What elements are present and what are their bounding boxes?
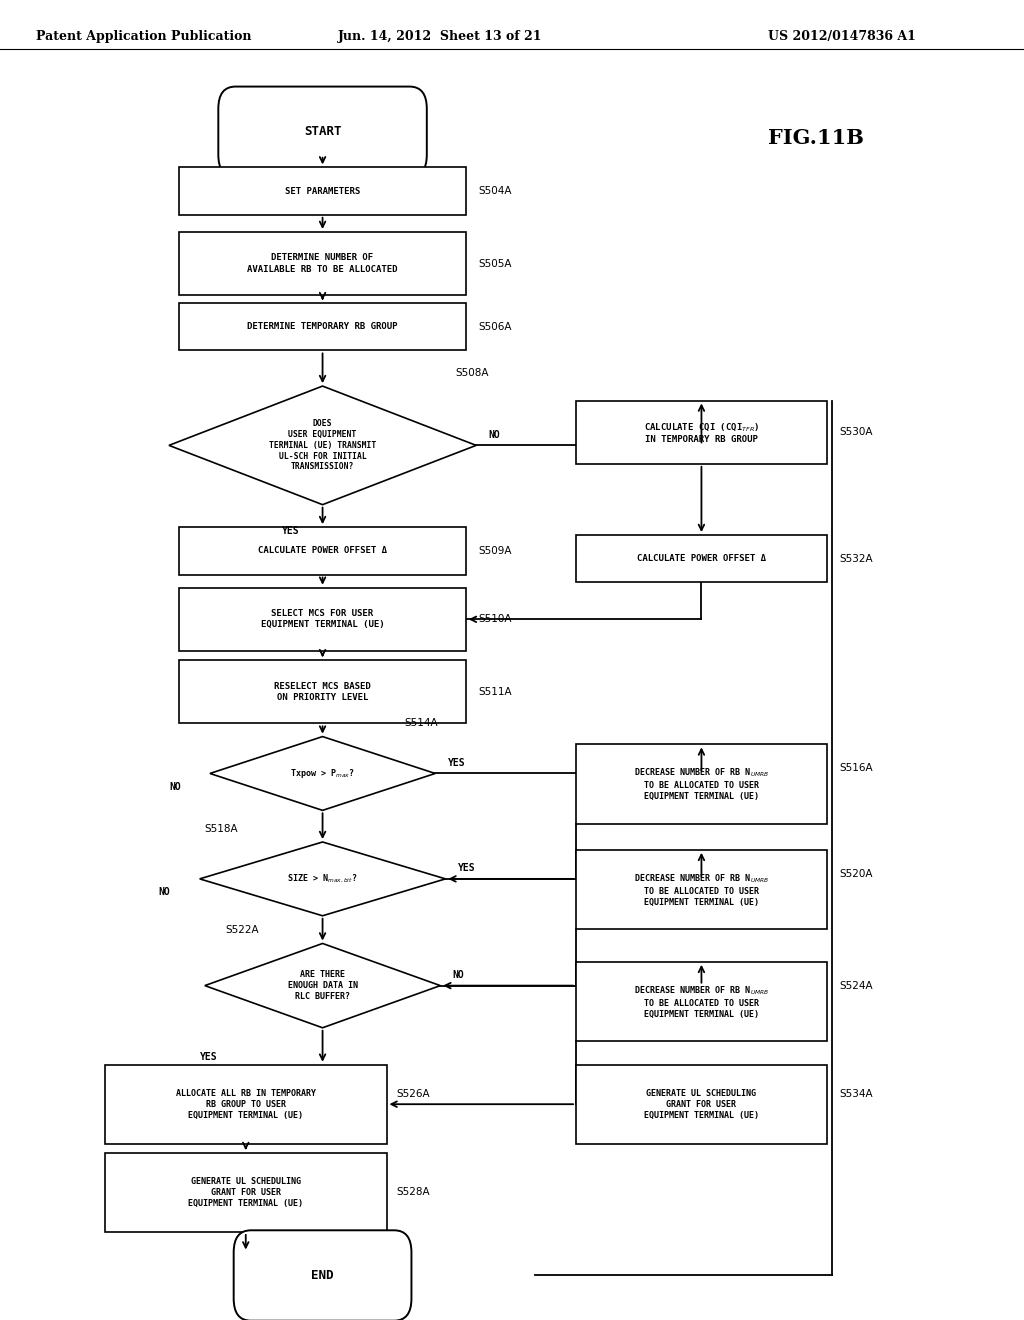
- Polygon shape: [200, 842, 445, 916]
- Text: S522A: S522A: [225, 925, 259, 936]
- Text: DECREASE NUMBER OF RB N$_{UMRB}$
TO BE ALLOCATED TO USER
EQUIPMENT TERMINAL (UE): DECREASE NUMBER OF RB N$_{UMRB}$ TO BE A…: [634, 985, 769, 1019]
- Polygon shape: [205, 944, 440, 1028]
- Text: START: START: [304, 125, 341, 139]
- Text: DETERMINE NUMBER OF
AVAILABLE RB TO BE ALLOCATED: DETERMINE NUMBER OF AVAILABLE RB TO BE A…: [248, 253, 397, 273]
- Bar: [179, 168, 466, 215]
- Text: S530A: S530A: [840, 428, 872, 437]
- Text: S509A: S509A: [478, 545, 512, 556]
- Text: S526A: S526A: [397, 1089, 430, 1098]
- Text: ALLOCATE ALL RB IN TEMPORARY
RB GROUP TO USER
EQUIPMENT TERMINAL (UE): ALLOCATE ALL RB IN TEMPORARY RB GROUP TO…: [176, 1089, 315, 1119]
- Bar: [104, 1065, 387, 1143]
- FancyBboxPatch shape: [218, 87, 427, 177]
- Text: YES: YES: [200, 1052, 217, 1061]
- Text: S506A: S506A: [478, 322, 512, 331]
- Bar: [575, 744, 827, 824]
- Text: Txpow > P$_{max}$?: Txpow > P$_{max}$?: [290, 767, 355, 780]
- Text: GENERATE UL SCHEDULING
GRANT FOR USER
EQUIPMENT TERMINAL (UE): GENERATE UL SCHEDULING GRANT FOR USER EQ…: [644, 1089, 759, 1119]
- Text: NO: NO: [488, 430, 500, 440]
- Text: SIZE > N$_{max, bit}$?: SIZE > N$_{max, bit}$?: [288, 873, 357, 884]
- Text: NO: NO: [169, 781, 180, 792]
- Text: US 2012/0147836 A1: US 2012/0147836 A1: [768, 30, 915, 44]
- Text: S504A: S504A: [478, 186, 512, 197]
- Text: END: END: [311, 1269, 334, 1282]
- Text: S520A: S520A: [840, 869, 872, 879]
- Text: S518A: S518A: [205, 824, 239, 834]
- Text: S510A: S510A: [478, 614, 512, 624]
- Text: S534A: S534A: [840, 1089, 872, 1098]
- Text: ARE THERE
ENOUGH DATA IN
RLC BUFFER?: ARE THERE ENOUGH DATA IN RLC BUFFER?: [288, 970, 357, 1001]
- Bar: [179, 304, 466, 351]
- Bar: [104, 1152, 387, 1232]
- Text: Patent Application Publication: Patent Application Publication: [36, 30, 251, 44]
- Text: Jun. 14, 2012  Sheet 13 of 21: Jun. 14, 2012 Sheet 13 of 21: [338, 30, 543, 44]
- Text: S516A: S516A: [840, 763, 872, 774]
- Text: DECREASE NUMBER OF RB N$_{UMRB}$
TO BE ALLOCATED TO USER
EQUIPMENT TERMINAL (UE): DECREASE NUMBER OF RB N$_{UMRB}$ TO BE A…: [634, 873, 769, 907]
- Text: GENERATE UL SCHEDULING
GRANT FOR USER
EQUIPMENT TERMINAL (UE): GENERATE UL SCHEDULING GRANT FOR USER EQ…: [188, 1177, 303, 1208]
- Bar: [575, 535, 827, 582]
- Bar: [179, 527, 466, 574]
- Text: YES: YES: [282, 525, 299, 536]
- Bar: [179, 232, 466, 296]
- Bar: [179, 587, 466, 651]
- Polygon shape: [169, 385, 476, 504]
- Text: S524A: S524A: [840, 981, 872, 990]
- Text: CALCULATE POWER OFFSET Δ: CALCULATE POWER OFFSET Δ: [637, 554, 766, 564]
- Text: S528A: S528A: [397, 1188, 430, 1197]
- Text: S514A: S514A: [404, 718, 438, 729]
- Text: SET PARAMETERS: SET PARAMETERS: [285, 186, 360, 195]
- Bar: [575, 962, 827, 1041]
- Text: DECREASE NUMBER OF RB N$_{UMRB}$
TO BE ALLOCATED TO USER
EQUIPMENT TERMINAL (UE): DECREASE NUMBER OF RB N$_{UMRB}$ TO BE A…: [634, 767, 769, 801]
- Bar: [179, 660, 466, 723]
- Bar: [575, 400, 827, 463]
- Text: DOES
USER EQUIPMENT
TERMINAL (UE) TRANSMIT
UL-SCH FOR INITIAL
TRANSMISSION?: DOES USER EQUIPMENT TERMINAL (UE) TRANSM…: [269, 420, 376, 471]
- Bar: [575, 1065, 827, 1143]
- Text: NO: NO: [453, 970, 464, 979]
- Text: CALCULATE CQI (CQI$_{TFR}$)
IN TEMPORARY RB GROUP: CALCULATE CQI (CQI$_{TFR}$) IN TEMPORARY…: [644, 421, 759, 444]
- Bar: [575, 850, 827, 929]
- Text: CALCULATE POWER OFFSET Δ: CALCULATE POWER OFFSET Δ: [258, 546, 387, 556]
- Text: YES: YES: [447, 758, 465, 768]
- Text: FIG.11B: FIG.11B: [768, 128, 864, 148]
- Text: SELECT MCS FOR USER
EQUIPMENT TERMINAL (UE): SELECT MCS FOR USER EQUIPMENT TERMINAL (…: [261, 610, 384, 630]
- Text: NO: NO: [159, 887, 170, 898]
- Text: RESELECT MCS BASED
ON PRIORITY LEVEL: RESELECT MCS BASED ON PRIORITY LEVEL: [274, 681, 371, 702]
- Text: S532A: S532A: [840, 553, 872, 564]
- FancyBboxPatch shape: [233, 1230, 412, 1320]
- Text: S505A: S505A: [478, 259, 512, 268]
- Text: YES: YES: [458, 863, 475, 874]
- Text: DETERMINE TEMPORARY RB GROUP: DETERMINE TEMPORARY RB GROUP: [248, 322, 397, 331]
- Text: S511A: S511A: [478, 686, 512, 697]
- Polygon shape: [210, 737, 435, 810]
- Text: S508A: S508A: [456, 368, 489, 378]
